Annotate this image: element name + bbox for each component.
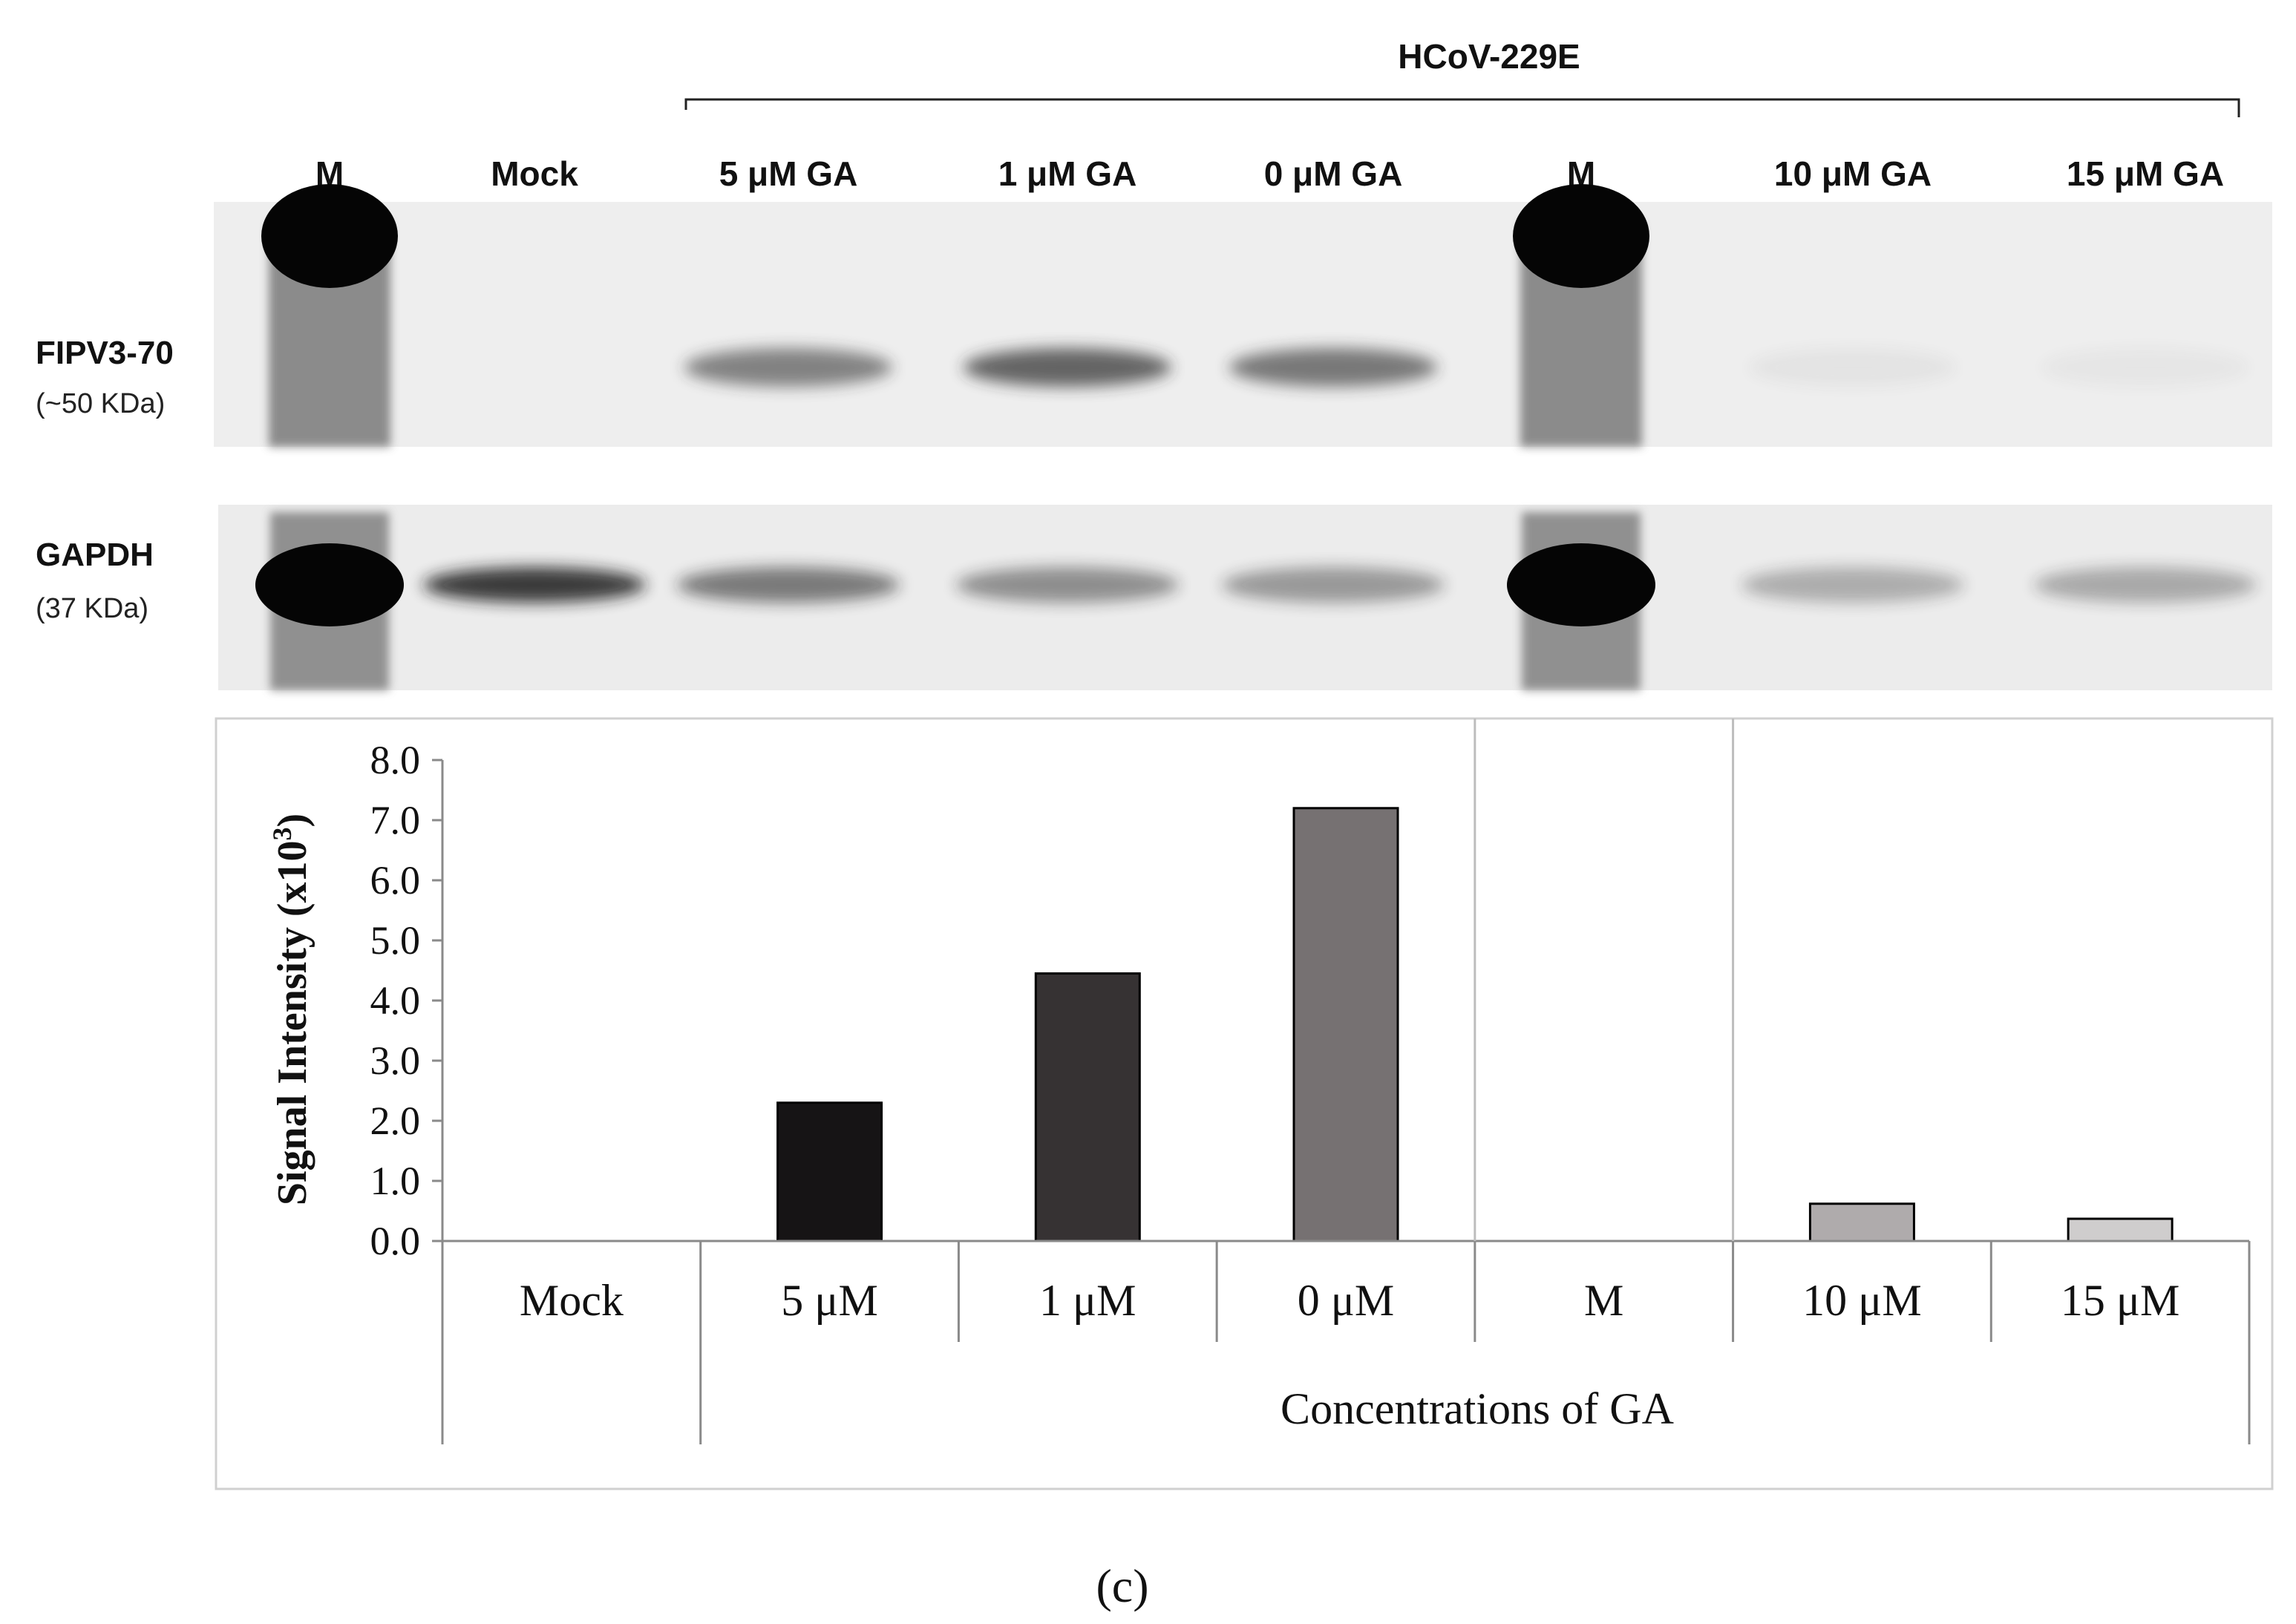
blot-label-gapdh: GAPDH <box>36 537 154 573</box>
fipv-band <box>2041 348 2249 387</box>
chart-frame <box>215 717 2274 1490</box>
x-tick-label-4: M <box>1584 1276 1623 1325</box>
blot-fipv3-70 <box>214 184 2272 447</box>
x-tick-label-3: 0 μM <box>1298 1276 1395 1325</box>
x-tick-label-2: 1 μM <box>1039 1276 1136 1325</box>
x-axis-title: Concentrations of GA <box>1281 1384 1674 1433</box>
bar-6 <box>2067 1217 2174 1242</box>
lane-label-4: 0 μM GA <box>1264 154 1403 193</box>
marker-band <box>1513 184 1649 288</box>
marker-band <box>1507 543 1655 626</box>
y-tick-label: 3.0 <box>370 1038 421 1083</box>
bar-2 <box>1034 972 1141 1242</box>
x-tick-label-0: Mock <box>520 1276 624 1325</box>
gapdh-band <box>677 567 900 603</box>
y-axis-title-sup: 3 <box>267 828 297 841</box>
x-tick-label-1: 5 μM <box>781 1276 878 1325</box>
fipv-band <box>684 348 892 387</box>
blot-size-gapdh: (37 KDa) <box>36 593 148 624</box>
group-label: HCoV-229E <box>1398 37 1580 76</box>
blot-gapdh <box>218 505 2272 690</box>
blot-membrane <box>214 202 2272 447</box>
marker-band <box>261 184 398 288</box>
gapdh-band <box>423 567 646 603</box>
gapdh-band <box>956 567 1179 603</box>
bar-5 <box>1808 1202 1915 1242</box>
lane-label-1: Mock <box>491 154 578 193</box>
bar-3 <box>1292 807 1399 1242</box>
bar-1 <box>776 1101 883 1242</box>
lane-label-3: 1 μM GA <box>998 154 1137 193</box>
y-tick-label: 4.0 <box>370 978 421 1023</box>
fipv-band <box>1229 348 1437 387</box>
marker-band <box>255 543 404 626</box>
lane-label-2: 5 μM GA <box>719 154 858 193</box>
x-axis: Mock 5 μM 1 μM 0 μM M 10 μM 15 μM <box>441 718 2251 1444</box>
y-tick-label: 5.0 <box>370 918 421 963</box>
y-axis: 0.0 1.0 2.0 3.0 4.0 5.0 6.0 7.0 8.0 <box>370 738 444 1263</box>
bar-chart: 0.0 1.0 2.0 3.0 4.0 5.0 6.0 7.0 8.0 Mock 5 μM 1 μM… <box>370 718 2251 1444</box>
blot-bands <box>261 184 2249 447</box>
y-tick-label: 1.0 <box>370 1159 421 1203</box>
fipv-band <box>1749 348 1957 387</box>
x-tick-label-5: 10 μM <box>1802 1276 1922 1325</box>
gapdh-band <box>1741 567 1964 603</box>
lane-labels: M Mock 5 μM GA 1 μM GA 0 μM GA M 10 μM GA 15 μM… <box>315 154 2224 193</box>
y-tick-label: 7.0 <box>370 798 421 842</box>
y-tick-label: 8.0 <box>370 738 421 782</box>
gapdh-band <box>1222 567 1445 603</box>
y-tick-label: 0.0 <box>370 1219 421 1263</box>
blot-label-fipv3-70: FIPV3-70 <box>36 335 174 371</box>
y-tick-label: 6.0 <box>370 858 421 903</box>
y-axis-title: Signal Intensity (x103) <box>267 813 315 1205</box>
lane-label-7: 15 μM GA <box>2067 154 2224 193</box>
fipv-band <box>964 348 1171 387</box>
bars <box>776 807 2174 1242</box>
lane-label-6: 10 μM GA <box>1774 154 1932 193</box>
y-axis-title-main: Signal Intensity (x10 <box>269 841 315 1206</box>
x-tick-label-6: 15 μM <box>2061 1276 2180 1325</box>
group-bracket <box>684 98 2240 117</box>
y-axis-title-end: ) <box>269 813 315 828</box>
blot-bands <box>255 512 2257 690</box>
panel-label: (c) <box>1096 1559 1148 1612</box>
blot-size-fipv3-70: (~50 KDa) <box>36 388 165 419</box>
gapdh-band <box>2034 567 2257 603</box>
y-tick-label: 2.0 <box>370 1099 421 1143</box>
